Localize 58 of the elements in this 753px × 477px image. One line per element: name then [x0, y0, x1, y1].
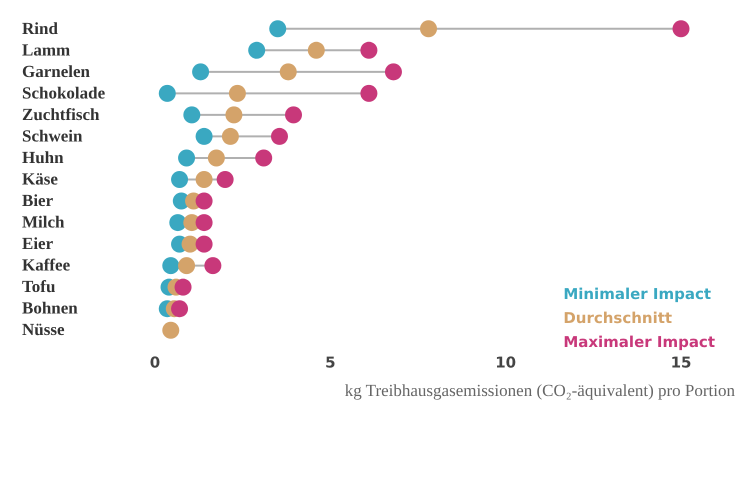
point [196, 214, 213, 232]
point [158, 84, 176, 102]
point [171, 171, 188, 188]
text: Maximaler Impact [563, 332, 715, 353]
point [182, 236, 199, 253]
point [672, 20, 690, 38]
x-tick-label: 5 [325, 354, 336, 372]
y-tick-label: Käse [22, 170, 58, 188]
x-tick-label: 10 [495, 354, 516, 372]
y-tick-label: Bier [22, 191, 54, 210]
point [225, 106, 242, 124]
point [192, 63, 210, 80]
point [196, 192, 213, 210]
y-tick-label: Milch [22, 212, 66, 232]
point [196, 236, 213, 253]
text: Durchschnitt [563, 308, 674, 329]
point [222, 128, 239, 145]
point [162, 322, 180, 339]
point [270, 128, 288, 145]
y-tick-label: Garnelen [22, 62, 91, 81]
y-tick-label: Lamm [22, 40, 70, 60]
point [196, 128, 213, 145]
point [183, 106, 200, 124]
point [285, 106, 302, 124]
point [169, 214, 186, 232]
y-tick-label: Schokolade [22, 83, 106, 102]
point [174, 278, 192, 296]
y-tick-label: Eier [22, 234, 54, 254]
point [204, 257, 222, 274]
point [384, 63, 402, 80]
point [216, 171, 234, 188]
y-tick-label: Kaffee [22, 256, 71, 275]
x-tick-label: 15 [670, 354, 692, 372]
y-tick-label: Nüsse [22, 320, 65, 340]
y-tick-label: Zuchtfisch [22, 104, 100, 124]
x-tick-label: 0 [150, 354, 160, 372]
point [420, 20, 438, 38]
y-tick-label: Bohnen [22, 298, 78, 318]
point [171, 300, 188, 318]
point [178, 149, 196, 166]
point [248, 42, 266, 59]
y-tick-label: Schwein [22, 126, 83, 146]
x-axis-title: kg Treibhausgasemissionen (CO₂-äquivalent) pro Portion [344, 381, 736, 400]
point [269, 20, 286, 38]
y-tick-label: Huhn [22, 148, 64, 167]
point [280, 63, 297, 80]
point [178, 257, 196, 274]
y-tick-label: Rind [22, 18, 58, 38]
point [308, 42, 325, 59]
text: Minimaler Impact [563, 284, 712, 305]
point [228, 84, 246, 102]
point [360, 42, 378, 59]
point [255, 149, 272, 166]
point [196, 171, 213, 188]
point [162, 257, 180, 274]
point [208, 149, 225, 166]
y-tick-label: Tofu [22, 277, 56, 296]
point [360, 84, 378, 102]
